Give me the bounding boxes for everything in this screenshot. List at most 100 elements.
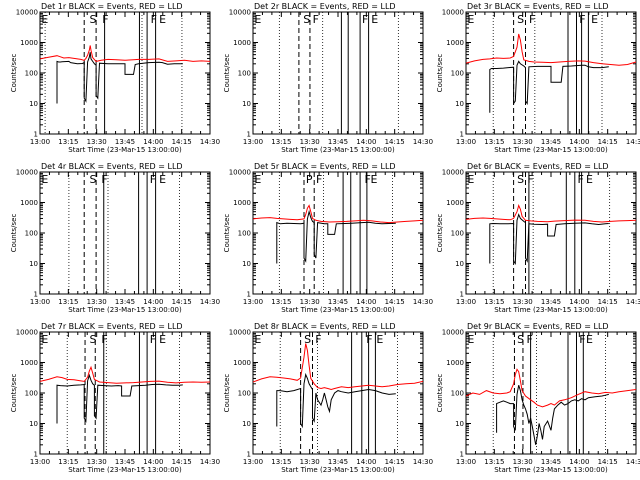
panel-8-ytick-label: 1000 [233, 359, 251, 367]
panel-4-xtick-label: 13:30 [87, 298, 107, 306]
panel-9-ytick-label: 10000 [442, 329, 464, 337]
panel-6-xtick-label: 14:00 [569, 298, 589, 306]
panel-5-marker-p: P [306, 173, 313, 186]
panel-7-xtick-label: 14:00 [143, 458, 163, 466]
panel-2-xtick-label: 14:30 [413, 138, 433, 146]
panel-2-ytick-label: 100 [238, 70, 251, 78]
panel-5: Det 5r BLACK = Events, RED = LLD 1 10 100 10… [223, 162, 433, 314]
panel-1-ytick-label: 100 [25, 70, 38, 78]
panel-6-marker-f: F [578, 173, 584, 186]
panel-2-ylabel: Counts/sec [223, 54, 231, 93]
panel-1-xtick-label: 14:15 [172, 138, 192, 146]
panel-1-xtick-label: 13:30 [87, 138, 107, 146]
panel-1-marker-e: E [41, 13, 48, 26]
panel-6-xtick-label: 14:30 [626, 298, 640, 306]
panel-3-xtick-label: 13:30 [513, 138, 533, 146]
panel-1-ylabel: Counts/sec [10, 54, 18, 93]
panel-8-ytick-label: 100 [238, 390, 251, 398]
panel-9-ytick-label: 100 [451, 390, 464, 398]
panel-1-xlabel: Start Time (23-Mar-15 13:00:00) [68, 146, 182, 154]
panel-8-xtick-label: 13:45 [328, 458, 348, 466]
panel-5-ytick-label: 1 [247, 291, 251, 299]
panel-7-ytick-label: 1000 [20, 359, 38, 367]
panel-7-series-lld [40, 365, 210, 384]
panel-8-series-lld [253, 343, 423, 391]
panel-6-marker-e: E [586, 173, 593, 186]
panel-7-xtick-label: 14:30 [200, 458, 220, 466]
panel-7-marker-e: E [41, 333, 48, 346]
panel-2-ytick-label: 1000 [233, 39, 251, 47]
panel-7-marker-s: S [89, 333, 96, 346]
panel-7-xtick-label: 13:00 [30, 458, 50, 466]
panel-1-ytick-label: 1000 [20, 39, 38, 47]
panel-7-series-events [56, 373, 183, 424]
panel-5-xtick-label: 13:15 [271, 298, 291, 306]
panel-5-xtick-label: 13:00 [243, 298, 263, 306]
panel-9-xtick-label: 14:30 [626, 458, 640, 466]
panel-7-xlabel: Start Time (23-Mar-15 13:00:00) [68, 466, 182, 474]
panel-3-xlabel: Start Time (23-Mar-15 13:00:00) [494, 146, 608, 154]
panel-3-series-events [489, 60, 609, 113]
panel-3-xtick-label: 14:30 [626, 138, 640, 146]
panel-5-xlabel: Start Time (23-Mar-15 13:00:00) [281, 306, 395, 314]
panel-8-ytick-label: 10000 [229, 329, 251, 337]
panel-7: Det 7r BLACK = Events, RED = LLD 1 10 100 10… [10, 322, 220, 474]
panel-4-marker-s: S [89, 173, 96, 186]
panel-6-ytick-label: 100 [451, 230, 464, 238]
panel-4-ytick-label: 10 [29, 260, 38, 268]
panel-8-ytick-label: 1 [247, 451, 251, 459]
panel-1-xtick-label: 13:00 [30, 138, 50, 146]
panel-9-xtick-label: 13:30 [513, 458, 533, 466]
panel-7-xtick-label: 13:15 [58, 458, 78, 466]
panel-2-xtick-label: 13:15 [271, 138, 291, 146]
panel-5-ytick-label: 10000 [229, 169, 251, 177]
panel-3-marker-e: E [591, 13, 598, 26]
panel-2-title: Det 2r BLACK = Events, RED = LLD [254, 2, 396, 11]
panel-3-ytick-label: 100 [451, 70, 464, 78]
panel-5-xtick-label: 14:15 [385, 298, 405, 306]
panel-9-ytick-label: 10 [455, 420, 464, 428]
panel-6-marker-e: E [467, 173, 474, 186]
panel-5-marker-e: E [370, 173, 377, 186]
panel-4-title: Det 4r BLACK = Events, RED = LLD [41, 162, 183, 171]
panel-9-xlabel: Start Time (23-Mar-15 13:00:00) [494, 466, 608, 474]
panel-6-marker-s: S [517, 173, 524, 186]
panel-6-marker-f: F [527, 173, 533, 186]
panel-3-ytick-label: 10 [455, 100, 464, 108]
panel-1-marker-f: F [151, 13, 157, 26]
panel-3: Det 3r BLACK = Events, RED = LLD 1 10 100 10… [436, 2, 640, 154]
panel-6-series-events [489, 213, 609, 265]
panel-5-marker-e: E [254, 173, 261, 186]
panel-8-ytick-label: 10 [242, 420, 251, 428]
panel-2-marker-s: S [303, 13, 310, 26]
panel-7-ytick-label: 10000 [16, 329, 38, 337]
panel-6-xtick-label: 13:00 [456, 298, 476, 306]
panel-8-marker-f: F [315, 333, 321, 346]
panel-5-marker-f: F [316, 173, 322, 186]
panel-9-ylabel: Counts/sec [436, 374, 444, 413]
panel-2-ytick-label: 10000 [229, 9, 251, 17]
panel-1-marker-f: F [102, 13, 108, 26]
panel-3-xtick-label: 14:15 [598, 138, 618, 146]
panel-6-xtick-label: 14:15 [598, 298, 618, 306]
panel-8: Det 8r BLACK = Events, RED = LLD 1 10 100 10… [223, 322, 433, 474]
panel-4-ylabel: Counts/sec [10, 214, 18, 253]
panel-7-marker-e: E [159, 333, 166, 346]
panel-1-marker-s: S [89, 13, 96, 26]
panel-1-ytick-label: 1 [34, 131, 38, 139]
panel-4-ytick-label: 1 [34, 291, 38, 299]
panel-4-marker-e: E [41, 173, 48, 186]
panel-3-xtick-label: 14:00 [569, 138, 589, 146]
panel-3-ytick-label: 1 [460, 131, 464, 139]
panel-5-ytick-label: 100 [238, 230, 251, 238]
panel-4: Det 4r BLACK = Events, RED = LLD 1 10 100 10… [10, 162, 220, 314]
panel-1-ytick-label: 10 [29, 100, 38, 108]
panel-3-title: Det 3r BLACK = Events, RED = LLD [467, 2, 609, 11]
panel-2-marker-f: F [362, 13, 368, 26]
panel-1-series-events [56, 52, 183, 104]
panel-2-ytick-label: 10 [242, 100, 251, 108]
panel-7-ytick-label: 100 [25, 390, 38, 398]
panel-7-xtick-label: 13:30 [87, 458, 107, 466]
panel-3-xtick-label: 13:15 [484, 138, 504, 146]
panel-9-xtick-label: 13:15 [484, 458, 504, 466]
